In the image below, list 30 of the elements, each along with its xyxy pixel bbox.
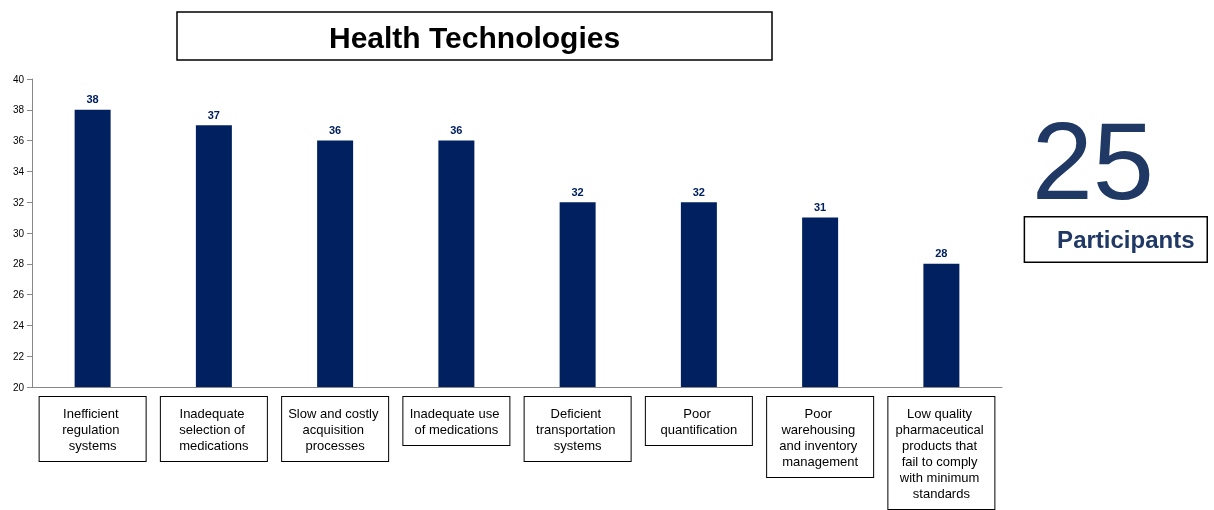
text: 25	[1031, 98, 1155, 222]
text: Participants	[1057, 226, 1195, 253]
data-label: 32	[571, 185, 584, 198]
y-tick-label: 36	[12, 135, 25, 147]
y-tick-label: 34	[12, 165, 25, 177]
x-tick-label: Inadequate selection of medications	[179, 405, 250, 453]
y-tick-label: 24	[12, 319, 25, 331]
data-label: 36	[329, 124, 342, 137]
data-label: 28	[935, 247, 948, 260]
x-tick-label: Poor warehousing and inventory management	[779, 405, 861, 469]
y-tick-label: 40	[12, 73, 25, 85]
data-label: 36	[450, 124, 463, 137]
y-tick-label: 32	[12, 196, 25, 208]
data-label: 37	[207, 108, 220, 121]
data-label: 31	[814, 201, 827, 214]
data-label: 32	[692, 185, 705, 198]
y-tick-label: 30	[12, 227, 25, 239]
x-tick-label: Deficient transportation systems	[536, 405, 620, 453]
y-tick-label: 26	[12, 289, 25, 301]
x-tick-label: Inefficient regulation systems	[62, 405, 123, 453]
x-tick-label: Inadequate use of medications	[409, 405, 503, 437]
y-tick-label: 28	[12, 258, 25, 270]
data-label: 38	[86, 93, 99, 106]
y-tick-label: 38	[12, 104, 25, 116]
x-tick-label: Low quality pharmaceutical products that fail to comply with minimum standards	[895, 405, 988, 501]
x-tick-label: Slow and costly acquisition processes	[288, 405, 383, 453]
y-tick-label: 20	[12, 381, 25, 393]
x-tick-label: Poor quantification	[660, 405, 738, 437]
y-tick-label: 22	[12, 350, 25, 362]
chart-title: Health Technologies	[329, 20, 621, 54]
